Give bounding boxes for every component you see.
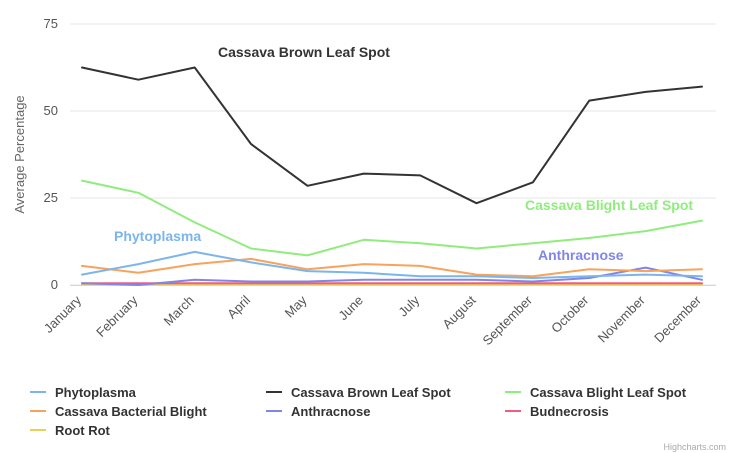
legend-item-anthracnose[interactable]: Anthracnose <box>266 404 370 419</box>
y-axis-title: Average Percentage <box>12 95 27 213</box>
x-tick-label: November <box>595 292 648 345</box>
legend-label: Budnecrosis <box>530 404 609 419</box>
annotation-anthracnose: Anthracnose <box>538 247 624 263</box>
legend-item-phytoplasma[interactable]: Phytoplasma <box>30 385 137 400</box>
x-tick-label: January <box>41 292 85 336</box>
legend-label: Root Rot <box>55 423 111 438</box>
series-line-cassava-bacterial-blight[interactable] <box>81 257 703 278</box>
axes: 0 25 50 75 January February March April May June J… <box>41 16 716 348</box>
legend-item-cassava-brown-leaf-spot[interactable]: Cassava Brown Leaf Spot <box>266 385 451 400</box>
y-tick-label: 25 <box>44 190 58 205</box>
series-lines <box>81 66 703 286</box>
credit-text[interactable]: Highcharts.com <box>663 442 726 452</box>
x-tick-label: July <box>395 292 422 319</box>
x-tick-label: April <box>224 292 253 321</box>
legend-label: Anthracnose <box>291 404 370 419</box>
x-tick-label: September <box>479 292 535 348</box>
annotation-phytoplasma: Phytoplasma <box>114 228 201 244</box>
x-tick-label: March <box>161 293 197 329</box>
legend-item-cassava-blight-leaf-spot[interactable]: Cassava Blight Leaf Spot <box>505 385 687 400</box>
annotation-cassava-brown-leaf-spot: Cassava Brown Leaf Spot <box>218 44 390 60</box>
legend: Phytoplasma Cassava Brown Leaf Spot Cassav… <box>30 385 687 438</box>
y-tick-label: 75 <box>44 16 58 31</box>
x-tick-label: May <box>282 292 310 320</box>
grid-lines <box>70 23 716 286</box>
legend-item-root-rot[interactable]: Root Rot <box>30 423 111 438</box>
legend-label: Cassava Blight Leaf Spot <box>530 385 687 400</box>
series-line-cassava-brown-leaf-spot[interactable] <box>81 66 703 205</box>
x-tick-label: June <box>335 293 366 324</box>
x-tick-label: August <box>439 292 478 331</box>
series-line-cassava-blight-leaf-spot[interactable] <box>81 179 703 257</box>
y-tick-label: 0 <box>51 277 58 292</box>
legend-label: Cassava Bacterial Blight <box>55 404 207 419</box>
legend-item-budnecrosis[interactable]: Budnecrosis <box>505 404 609 419</box>
legend-item-cassava-bacterial-blight[interactable]: Cassava Bacterial Blight <box>30 404 207 419</box>
legend-label: Cassava Brown Leaf Spot <box>291 385 451 400</box>
x-tick-label: December <box>651 292 704 345</box>
y-tick-label: 50 <box>44 103 58 118</box>
annotation-cassava-blight-leaf-spot: Cassava Blight Leaf Spot <box>525 197 693 213</box>
series-line-phytoplasma[interactable] <box>81 250 703 279</box>
x-tick-label: February <box>93 292 141 340</box>
x-tick-label: October <box>548 292 592 336</box>
legend-label: Phytoplasma <box>55 385 137 400</box>
series-annotations: Cassava Brown Leaf Spot Cassava Blight Le… <box>114 44 693 263</box>
